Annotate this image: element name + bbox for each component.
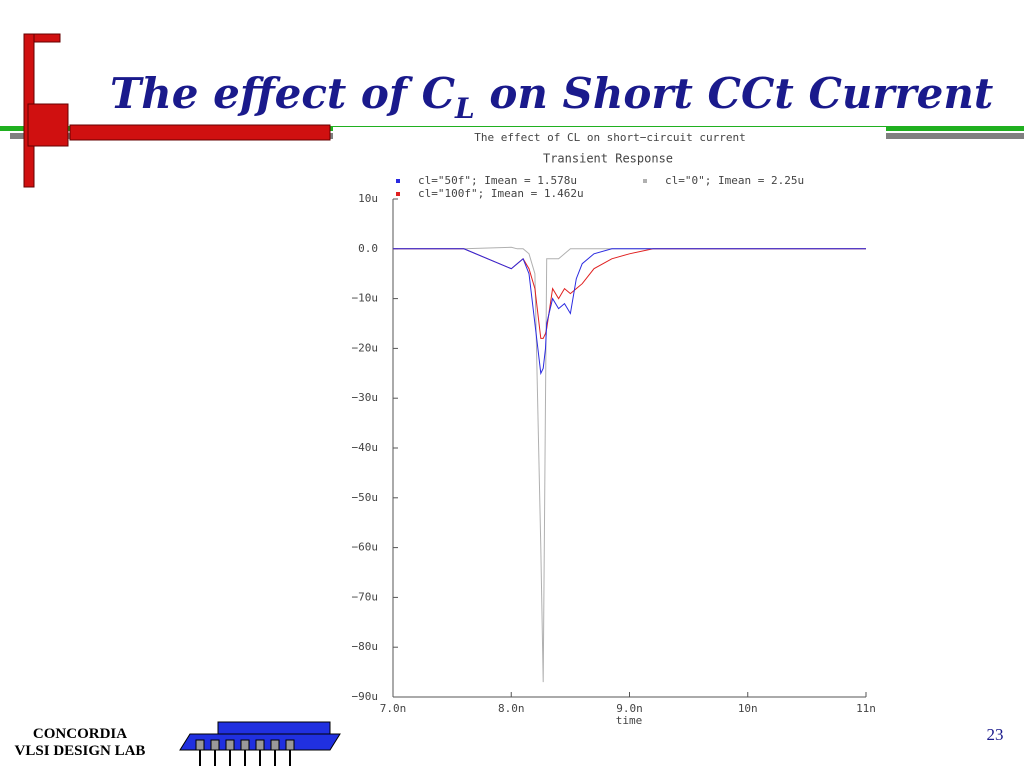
x-tick-label: 11n [856,702,876,715]
legend-label: cl="50f"; Imean = 1.578u [418,174,577,187]
title-text: on Short CCt Current [475,69,994,118]
x-tick-label: 10n [738,702,758,715]
chart-title: The effect of CL on short−circuit curren… [474,131,746,144]
legend-label: cl="0"; Imean = 2.25u [665,174,804,187]
x-tick-label: 8.0n [498,702,525,715]
y-tick-label: −50u [352,491,379,504]
x-tick-label: 7.0n [380,702,407,715]
series-line [393,248,866,376]
y-tick-label: −60u [352,541,379,554]
legend-marker [396,179,400,183]
x-tick-label: 9.0n [616,702,643,715]
y-tick-label: −80u [352,640,379,653]
legend-marker [643,179,647,183]
red-bar [69,124,331,141]
title-text: The effect of C [110,69,456,118]
chart-subtitle: Transient Response [543,152,673,166]
plot-window [333,127,886,732]
chip-icon [179,721,341,766]
title-subscript: L [454,92,475,125]
legend-label: cl="100f"; Imean = 1.462u [418,187,584,200]
footer-line: VLSI DESIGN LAB [15,743,146,759]
y-tick-label: −40u [352,441,379,454]
y-tick-label: 10u [358,192,378,205]
y-tick-label: 0.0 [358,242,378,255]
y-tick-label: −70u [352,590,379,603]
x-axis-label: time [616,714,643,727]
red-cap [33,33,61,43]
page-number: 23 [987,725,1004,744]
legend-marker [396,192,400,196]
red-block [27,103,69,147]
y-tick-label: −30u [352,391,379,404]
y-tick-label: −90u [352,690,379,703]
y-tick-label: −10u [352,292,379,305]
y-tick-label: −20u [352,341,379,354]
slide-title: The effect of CL on Short CCt Current [110,69,993,125]
footer-line: CONCORDIA [33,726,127,742]
